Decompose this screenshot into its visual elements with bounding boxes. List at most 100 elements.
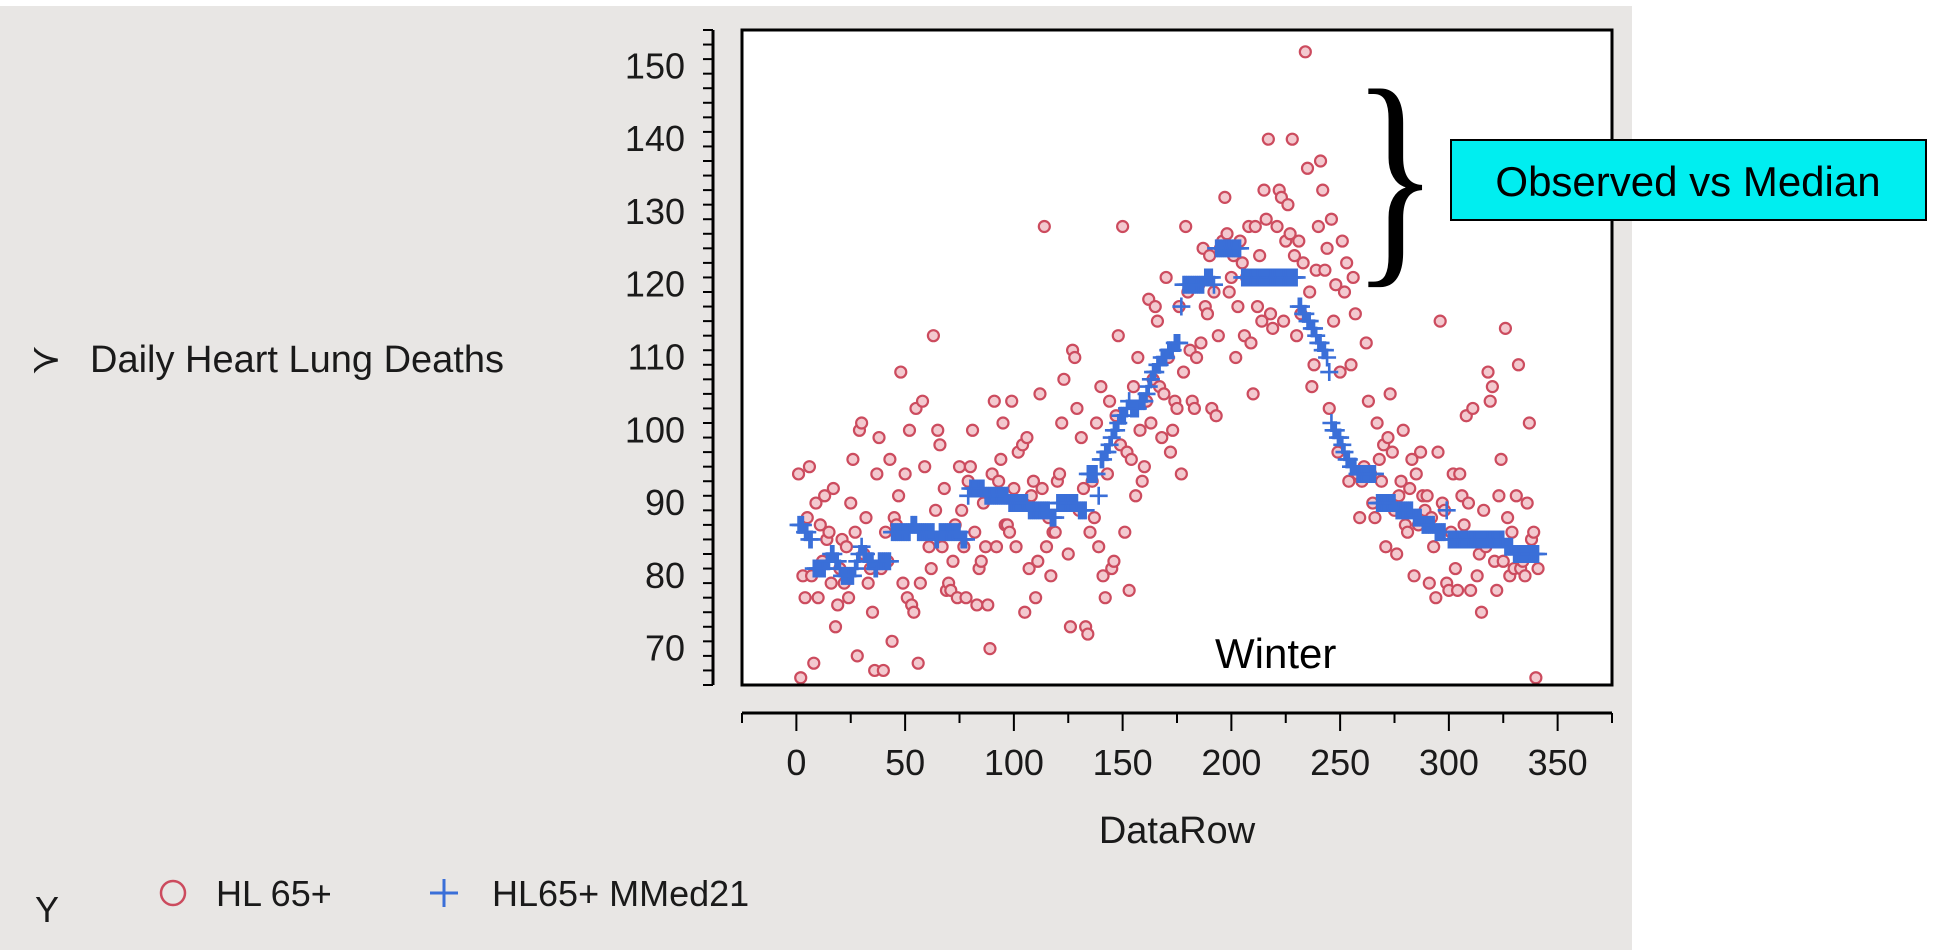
data-point-hl65 — [952, 460, 967, 474]
data-point-hl65 — [1296, 256, 1310, 270]
data-point-hl65 — [818, 489, 832, 503]
data-point-hl65 — [1422, 576, 1436, 590]
data-point-hl65-mmed21 — [1529, 545, 1548, 563]
y-axis-title-group[interactable]: ≻ Daily Heart Lung Deaths — [30, 339, 504, 381]
data-point-hl65 — [1248, 219, 1262, 234]
data-point-hl65 — [1033, 387, 1047, 401]
data-point-hl65 — [1509, 489, 1523, 503]
data-point-hl65 — [1511, 358, 1526, 372]
data-point-hl65 — [1348, 307, 1362, 321]
data-point-hl65 — [1433, 314, 1447, 328]
data-point-hl65 — [974, 554, 988, 568]
data-point-hl65-mmed21 — [880, 552, 899, 571]
y-tick-label: 100 — [625, 409, 685, 450]
data-point-hl65 — [1218, 190, 1232, 204]
data-point-hl65 — [1235, 256, 1249, 270]
data-point-hl65 — [1200, 307, 1215, 321]
y-tick-label: 140 — [625, 118, 685, 159]
data-point-hl65 — [1257, 183, 1271, 197]
data-point-hl65 — [1250, 299, 1265, 314]
data-point-hl65-mmed21 — [1046, 508, 1065, 527]
data-point-hl65 — [1520, 496, 1534, 510]
data-point-hl65 — [1337, 285, 1352, 299]
data-point-hl65 — [870, 467, 884, 481]
data-point-hl65 — [1074, 430, 1088, 445]
plot-frame-border — [740, 28, 1614, 687]
data-point-hl65 — [1431, 445, 1445, 459]
legend-label-hl65: HL 65+ — [216, 873, 332, 914]
data-point-hl65 — [1353, 511, 1367, 525]
data-point-hl65 — [1122, 583, 1136, 597]
data-point-hl65 — [1020, 430, 1034, 445]
data-point-hl65 — [1311, 219, 1325, 234]
data-point-hl65 — [1063, 620, 1078, 634]
data-point-hl65 — [992, 474, 1006, 488]
x-tick-label: 50 — [885, 742, 925, 783]
data-point-hl65 — [896, 576, 910, 590]
data-point-hl65 — [1405, 452, 1419, 466]
data-point-hl65 — [850, 649, 864, 663]
data-point-hl65 — [1037, 219, 1051, 234]
data-point-hl65 — [1531, 561, 1545, 576]
data-point-hl65 — [846, 452, 860, 466]
data-point-hl65 — [1092, 540, 1106, 554]
data-point-hl65 — [1407, 569, 1421, 583]
data-point-hl65 — [968, 525, 982, 539]
data-point-hl65 — [1246, 387, 1260, 401]
data-point-hl65 — [1148, 299, 1162, 314]
data-point-hl65 — [918, 460, 932, 474]
data-point-hl65 — [1281, 198, 1295, 212]
x-tick-label: 100 — [984, 742, 1044, 783]
legend-item-hl65-mmed21[interactable]: HL65+ MMed21 — [430, 873, 749, 914]
y-tick-label: 130 — [625, 191, 685, 232]
data-point-hl65 — [1111, 329, 1125, 343]
data-point-hl65 — [1155, 430, 1169, 445]
data-point-hl65 — [933, 438, 947, 452]
data-point-hl65 — [876, 663, 890, 678]
data-point-hl65 — [1322, 401, 1336, 416]
data-point-hl65 — [1305, 380, 1319, 394]
data-point-hl65 — [1157, 387, 1171, 401]
data-point-hl65 — [898, 467, 912, 481]
data-point-hl65 — [1220, 227, 1234, 241]
data-point-hl65 — [1522, 416, 1536, 430]
series-hl65-mmed21 — [789, 239, 1548, 585]
data-point-hl65 — [970, 598, 984, 612]
data-point-hl65 — [996, 416, 1010, 430]
data-point-hl65 — [1300, 161, 1315, 175]
data-point-hl65 — [1485, 380, 1499, 394]
winter-annotation: Winter — [1215, 630, 1336, 677]
data-point-hl65 — [1026, 474, 1041, 488]
data-point-hl65 — [1089, 416, 1104, 430]
data-point-hl65-mmed21 — [1076, 501, 1095, 520]
data-point-hl65 — [989, 540, 1004, 554]
data-point-hl65 — [1189, 350, 1204, 365]
data-point-hl65 — [924, 561, 938, 576]
data-point-hl65 — [1518, 569, 1532, 583]
y-tick-label: 90 — [645, 482, 685, 523]
data-point-hl65 — [1329, 278, 1343, 292]
data-point-hl65 — [1150, 314, 1165, 328]
data-point-hl65-mmed21 — [1287, 268, 1306, 287]
data-point-hl65 — [1370, 416, 1384, 430]
data-point-hl65 — [861, 576, 875, 590]
data-point-hl65 — [1457, 518, 1471, 532]
data-point-hl65 — [1116, 219, 1130, 234]
data-point-hl65 — [1448, 561, 1463, 576]
data-point-hl65 — [1505, 525, 1519, 539]
data-point-hl65-mmed21 — [1170, 333, 1189, 352]
data-point-hl65 — [1529, 671, 1543, 685]
data-point-hl65 — [1009, 540, 1023, 554]
data-point-hl65 — [1018, 605, 1032, 619]
data-point-hl65 — [1490, 583, 1504, 597]
data-point-hl65 — [1081, 627, 1095, 641]
data-point-hl65 — [811, 591, 825, 605]
data-point-hl65 — [1400, 525, 1415, 539]
data-point-hl65 — [1044, 569, 1058, 583]
legend-item-hl65[interactable]: HL 65+ — [159, 873, 332, 914]
data-point-hl65 — [1244, 336, 1258, 350]
data-point-hl65 — [1174, 467, 1188, 481]
y-axis-title: Daily Heart Lung Deaths — [90, 339, 504, 381]
data-point-hl65 — [1118, 525, 1132, 539]
brace-annotation: } — [1352, 41, 1438, 307]
